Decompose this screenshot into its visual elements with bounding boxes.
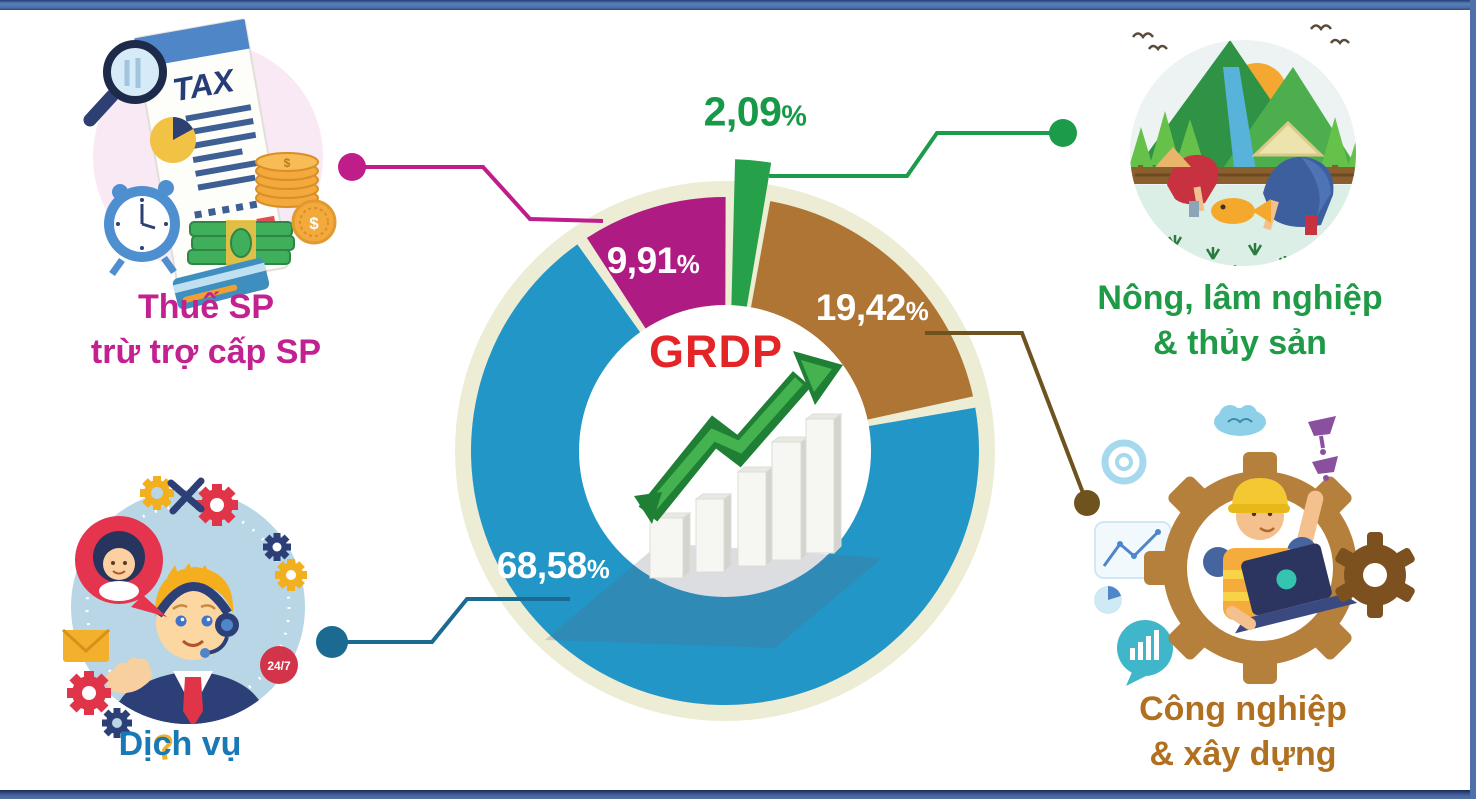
tools-icon (167, 477, 205, 515)
connector-dot-services (316, 626, 348, 658)
agent-head (154, 563, 239, 660)
cloud-icon (1214, 405, 1266, 436)
bar-chart-bubble-icon (1117, 620, 1173, 686)
farmer-blue-icon (1251, 120, 1334, 235)
callout-label-services: Dịch vụ (118, 725, 242, 763)
tax-illustration: TAX (83, 18, 337, 310)
connector-agriculture (769, 119, 1077, 178)
connector-dot-tax (338, 153, 366, 181)
pct-label-tax: 9,91% (606, 240, 700, 281)
frame-top-bar (0, 0, 1476, 10)
bar-chart-bars (648, 413, 843, 580)
hard-hat-icon (1228, 478, 1290, 513)
frame-right-bar (1470, 0, 1476, 799)
fish-icon (1211, 198, 1271, 224)
callout-label-agriculture: Nông, lâm nghiệp & thủy sản (1097, 279, 1383, 362)
industry-illustration (1094, 405, 1415, 686)
magnifier-icon (83, 40, 167, 127)
worker-icon (1203, 456, 1358, 634)
connector-dot-industry (1074, 490, 1100, 516)
waterfall-icon (1223, 67, 1257, 177)
pct-label-services: 68,58% (496, 545, 610, 586)
mini-pie-icon (1094, 586, 1122, 614)
money-stack-icon (187, 220, 295, 266)
gear-icons (67, 476, 307, 738)
connector-dot-agriculture (1049, 119, 1077, 147)
pct-label-agriculture: 2,09% (703, 88, 807, 135)
agriculture-illustration (1127, 24, 1359, 269)
callout-label-tax: Thuế SP trừ trợ cấp SP (90, 288, 322, 371)
pie-chart-icon (150, 117, 196, 163)
birds-icon (1131, 24, 1350, 52)
ring-icon (1101, 439, 1147, 485)
speech-bubble-icon (75, 516, 167, 617)
credit-card-icon (172, 258, 270, 310)
chart-shadow (545, 543, 882, 648)
services-illustration: 24/7 ? (61, 476, 307, 769)
chart-center-title: GRDP (648, 326, 784, 377)
coins-icon: $ $ (255, 152, 337, 245)
laptop-icon (1235, 543, 1358, 634)
support-badge-label: 24/7 (267, 659, 291, 673)
envelope-icon (61, 628, 111, 662)
small-gear-icon (1335, 532, 1415, 618)
tie (183, 677, 203, 724)
alarm-clock-icon (104, 180, 180, 277)
connector-industry (925, 331, 1100, 516)
svg-text:$: $ (309, 214, 319, 233)
growth-arrow-icon (634, 351, 843, 524)
wifi-signal-icon (1312, 456, 1338, 481)
support-badge: 24/7 (260, 646, 298, 684)
headset-icon (154, 582, 239, 658)
farmer-red-icon (1155, 147, 1219, 217)
connector-tax (338, 153, 604, 223)
frame-bottom-bar (0, 790, 1476, 799)
connector-services (316, 597, 570, 658)
pct-label-industry: 19,42% (815, 287, 929, 328)
brush-wifi-icon (1308, 416, 1336, 455)
svg-text:$: $ (284, 156, 291, 170)
growth-chart-icon (545, 351, 882, 648)
callout-label-industry: Công nghiệp & xây dựng (1139, 690, 1347, 773)
